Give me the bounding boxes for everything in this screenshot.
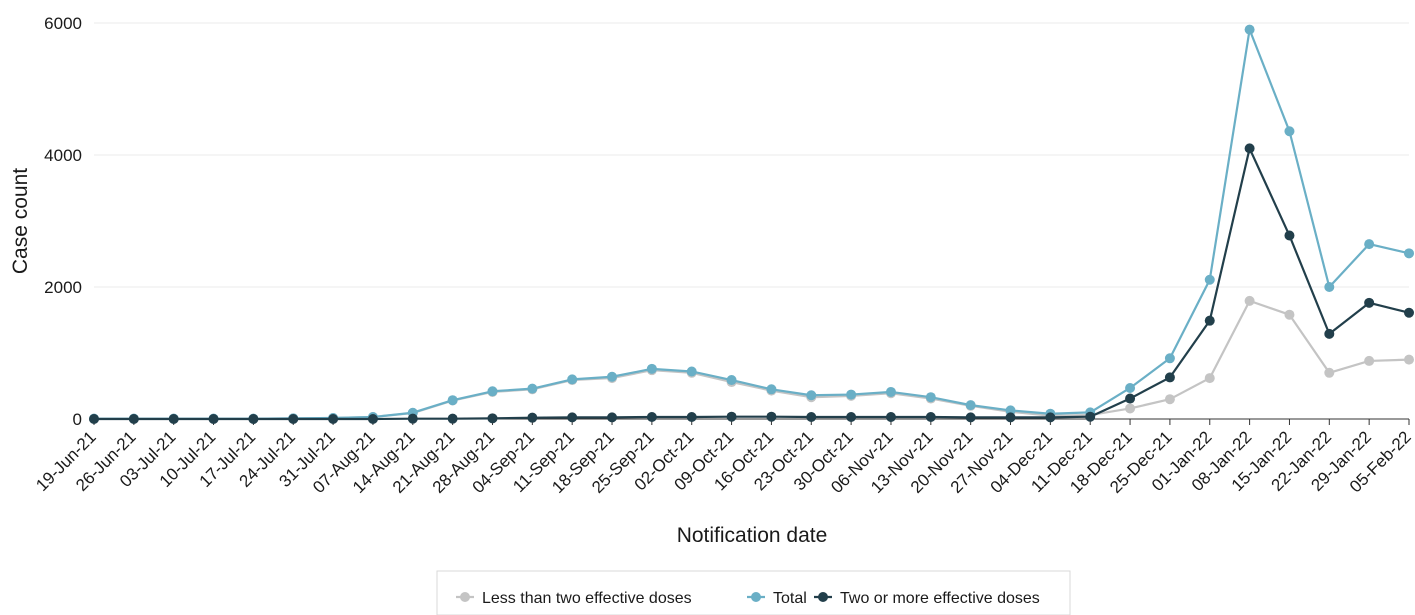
data-point: [1125, 403, 1136, 414]
data-point: [288, 414, 299, 424]
data-point: [248, 414, 259, 424]
x-axis-title: Notification date: [677, 524, 828, 547]
y-axis-title: Case count: [9, 168, 32, 274]
data-point: [1324, 328, 1335, 339]
data-point: [646, 412, 657, 423]
data-point: [1404, 248, 1414, 259]
data-point: [766, 384, 777, 395]
legend-label: Two or more effective doses: [840, 590, 1040, 607]
data-point: [487, 386, 498, 397]
data-point: [925, 412, 936, 423]
data-point: [527, 383, 538, 394]
data-point: [1164, 372, 1175, 383]
data-point: [885, 386, 896, 397]
legend-key-marker: [460, 592, 470, 602]
data-point: [1244, 295, 1255, 306]
legend-label: Total: [773, 590, 807, 607]
data-point: [846, 389, 857, 400]
data-point: [128, 414, 139, 424]
data-point: [1284, 126, 1295, 137]
data-point: [567, 412, 578, 423]
data-point: [686, 412, 697, 423]
series-total: [89, 24, 1414, 424]
y-tick-label: 6000: [44, 14, 82, 33]
data-point: [89, 414, 99, 424]
y-tick-label: 2000: [44, 278, 82, 297]
data-point: [1324, 282, 1335, 292]
data-point: [726, 375, 737, 386]
data-point: [447, 395, 458, 406]
series-line: [94, 28, 1410, 420]
data-point: [1244, 143, 1255, 154]
data-point: [1204, 274, 1215, 285]
data-point: [1364, 239, 1375, 250]
data-point: [686, 366, 697, 377]
data-point: [885, 412, 896, 423]
legend: Less than two effective doses Total Two or…: [436, 570, 1071, 615]
data-point: [1164, 394, 1175, 405]
data-point: [607, 371, 618, 382]
data-point: [1324, 367, 1335, 378]
data-point: [1364, 355, 1375, 366]
series-layer: [89, 24, 1414, 424]
y-axis-ticks: 0 2000 4000 6000: [44, 14, 82, 429]
data-point: [487, 413, 498, 424]
legend-label: Less than two effective doses: [482, 590, 692, 607]
data-point: [1085, 411, 1096, 422]
data-point: [1204, 315, 1215, 326]
x-axis: 19-Jun-2126-Jun-2103-Jul-2110-Jul-2117-J…: [32, 418, 1415, 497]
data-point: [208, 414, 219, 424]
data-point: [806, 390, 817, 401]
data-point: [806, 412, 817, 423]
data-point: [766, 411, 777, 422]
data-point: [1244, 24, 1255, 35]
data-point: [1284, 309, 1295, 320]
data-point: [1125, 382, 1136, 393]
data-point: [726, 411, 737, 422]
data-point: [168, 414, 179, 424]
data-point: [1364, 297, 1375, 308]
data-point: [1404, 307, 1414, 318]
legend-key-marker: [818, 592, 828, 602]
data-point: [1404, 354, 1414, 365]
data-point: [447, 413, 458, 424]
y-tick-label: 0: [73, 410, 82, 429]
data-point: [1125, 393, 1136, 404]
data-point: [846, 412, 857, 423]
y-tick-label: 4000: [44, 146, 82, 165]
data-point: [1164, 353, 1175, 364]
data-point: [646, 363, 657, 374]
data-point: [965, 412, 976, 423]
data-point: [1284, 230, 1295, 241]
data-point: [1005, 405, 1016, 416]
data-point: [407, 413, 418, 424]
data-point: [925, 392, 936, 403]
series-line: [94, 147, 1410, 421]
data-point: [567, 374, 578, 385]
grid-lines: [94, 22, 1409, 420]
series-two-or-more-effective-doses: [89, 143, 1414, 424]
legend-key-marker: [751, 592, 761, 602]
series-less-than-two-effective-doses: [89, 295, 1414, 424]
data-point: [1204, 373, 1215, 384]
data-point: [328, 414, 339, 424]
data-point: [367, 414, 378, 424]
data-point: [1045, 412, 1056, 423]
data-point: [607, 412, 618, 423]
data-point: [527, 412, 538, 423]
data-point: [1005, 412, 1016, 423]
data-point: [965, 400, 976, 411]
